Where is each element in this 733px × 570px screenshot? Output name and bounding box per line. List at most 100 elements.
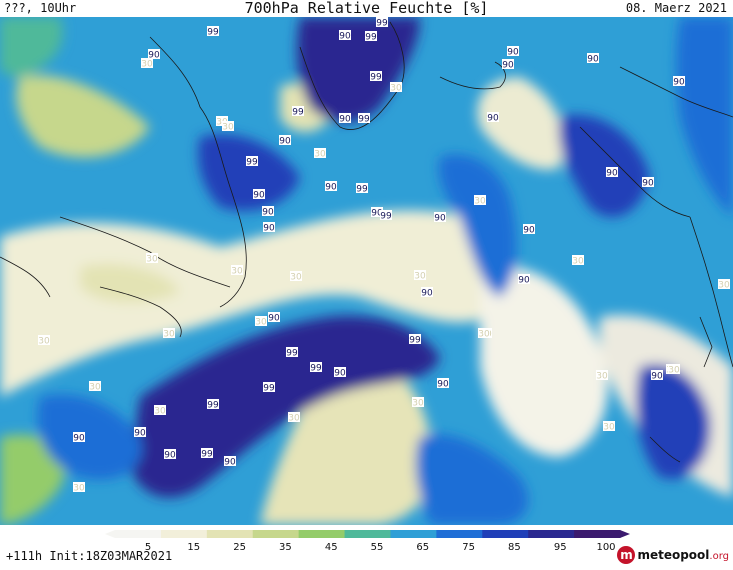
contour-label: 30 xyxy=(154,405,166,417)
contour-label-box xyxy=(279,135,291,145)
contour-label-text: 99 xyxy=(263,384,275,394)
contour-label-text: 30 xyxy=(231,267,243,277)
legend-swatch xyxy=(528,530,575,538)
contour-label: 90 xyxy=(434,212,446,224)
legend-tick-label: 100 xyxy=(596,542,615,553)
contour-label: 90 xyxy=(502,59,514,71)
contour-label-text: 90 xyxy=(148,51,160,61)
contour-label-box xyxy=(414,270,426,280)
contour-label: 30 xyxy=(288,412,300,424)
contour-label-text: 30 xyxy=(668,366,680,376)
legend-tick-label: 25 xyxy=(233,542,246,553)
contour-label-text: 30 xyxy=(89,383,101,393)
contour-label-box xyxy=(487,112,499,122)
contour-label: 30 xyxy=(718,279,730,291)
legend-bar xyxy=(105,530,630,538)
contour-label: 99 xyxy=(286,347,298,359)
contour-label: 30 xyxy=(474,195,486,207)
contour-label: 90 xyxy=(73,432,85,444)
contour-label-text: 99 xyxy=(201,450,213,460)
contour-label-box xyxy=(365,31,377,41)
legend-tick-label: 75 xyxy=(462,542,475,553)
contour-label-box xyxy=(606,167,618,177)
contour-label-text: 99 xyxy=(376,19,388,29)
contour-label-text: 99 xyxy=(310,364,322,374)
contour-label-text: 30 xyxy=(718,281,730,291)
contour-label: 99 xyxy=(263,382,275,394)
contour-label-text: 30 xyxy=(478,330,490,340)
contour-label-box xyxy=(390,82,402,92)
contour-label-text: 90 xyxy=(262,208,274,218)
contour-label-box xyxy=(141,58,153,68)
contour-label-box xyxy=(596,370,608,380)
contour-label: 30 xyxy=(73,482,85,494)
contour-label-box xyxy=(201,448,213,458)
contour-label-box xyxy=(310,362,322,372)
contour-label: 30 xyxy=(596,370,608,382)
contour-label-text: 90 xyxy=(334,369,346,379)
contour-label: 30 xyxy=(222,121,234,133)
contour-label: 30 xyxy=(314,148,326,160)
contour-label-box xyxy=(437,378,449,388)
contour-label-text: 90 xyxy=(279,137,291,147)
contour-label: 90 xyxy=(487,112,499,124)
contour-label: 99 xyxy=(201,448,213,460)
contour-label: 90 xyxy=(371,207,383,219)
contour-label: 90 xyxy=(268,312,280,324)
contour-label-box xyxy=(164,449,176,459)
contour-label-box xyxy=(246,156,258,166)
legend-tick-label: 35 xyxy=(279,542,292,553)
contour-label-text: 30 xyxy=(146,255,158,265)
contour-label-box xyxy=(507,46,519,56)
contour-label-text: 30 xyxy=(141,60,153,70)
contour-label: 99 xyxy=(207,26,219,38)
contour-label-text: 30 xyxy=(290,273,302,283)
legend-swatch xyxy=(436,530,483,538)
contour-label-box xyxy=(572,255,584,265)
contour-label: 90 xyxy=(518,274,530,286)
contour-label-box xyxy=(478,328,490,338)
contour-label-box xyxy=(286,347,298,357)
contour-label-box xyxy=(339,113,351,123)
contour-label: 99 xyxy=(365,31,377,43)
coastlines xyxy=(0,21,733,463)
contour-label-box xyxy=(207,399,219,409)
contour-label-box xyxy=(412,397,424,407)
contour-label-box xyxy=(268,312,280,322)
legend-tick-label: 45 xyxy=(325,542,338,553)
contour-label-text: 90 xyxy=(325,183,337,193)
contour-label-text: 90 xyxy=(651,372,663,382)
legend-ticks: 5 15 25 35 45 55 65 75 85 95 100 xyxy=(145,542,616,553)
contour-label-text: 30 xyxy=(390,84,402,94)
legend-swatch xyxy=(390,530,437,538)
legend-swatch xyxy=(298,530,346,538)
contour-label: 99 xyxy=(292,106,304,118)
contour-label-text: 90 xyxy=(434,214,446,224)
contour-label: 99 xyxy=(358,113,370,125)
contour-label: 90 xyxy=(339,113,351,125)
legend-tick-label: 85 xyxy=(508,542,521,553)
contour-label-box xyxy=(148,49,160,59)
contour-label: 90 xyxy=(253,189,265,201)
contour-label-text: 99 xyxy=(207,401,219,411)
legend-tick-label: 5 xyxy=(145,542,151,553)
contour-label-text: 90 xyxy=(642,179,654,189)
contour-label-box xyxy=(38,335,50,345)
contour-label-box xyxy=(339,30,351,40)
contour-label-box xyxy=(434,212,446,222)
legend-tick-label: 65 xyxy=(416,542,429,553)
contour-label-box xyxy=(380,210,392,220)
contour-label-text: 99 xyxy=(292,108,304,118)
contour-label-box xyxy=(474,195,486,205)
contour-label: 99 xyxy=(380,210,392,222)
contour-label-box xyxy=(356,183,368,193)
contour-label-box xyxy=(502,59,514,69)
contour-label: 90 xyxy=(164,449,176,461)
contour-label-text: 90 xyxy=(502,61,514,71)
contour-label-box xyxy=(89,381,101,391)
contour-label-box xyxy=(325,181,337,191)
contour-label-text: 99 xyxy=(380,212,392,222)
contour-label: 30 xyxy=(255,316,267,328)
contour-label-box xyxy=(718,279,730,289)
contour-label-text: 30 xyxy=(73,484,85,494)
